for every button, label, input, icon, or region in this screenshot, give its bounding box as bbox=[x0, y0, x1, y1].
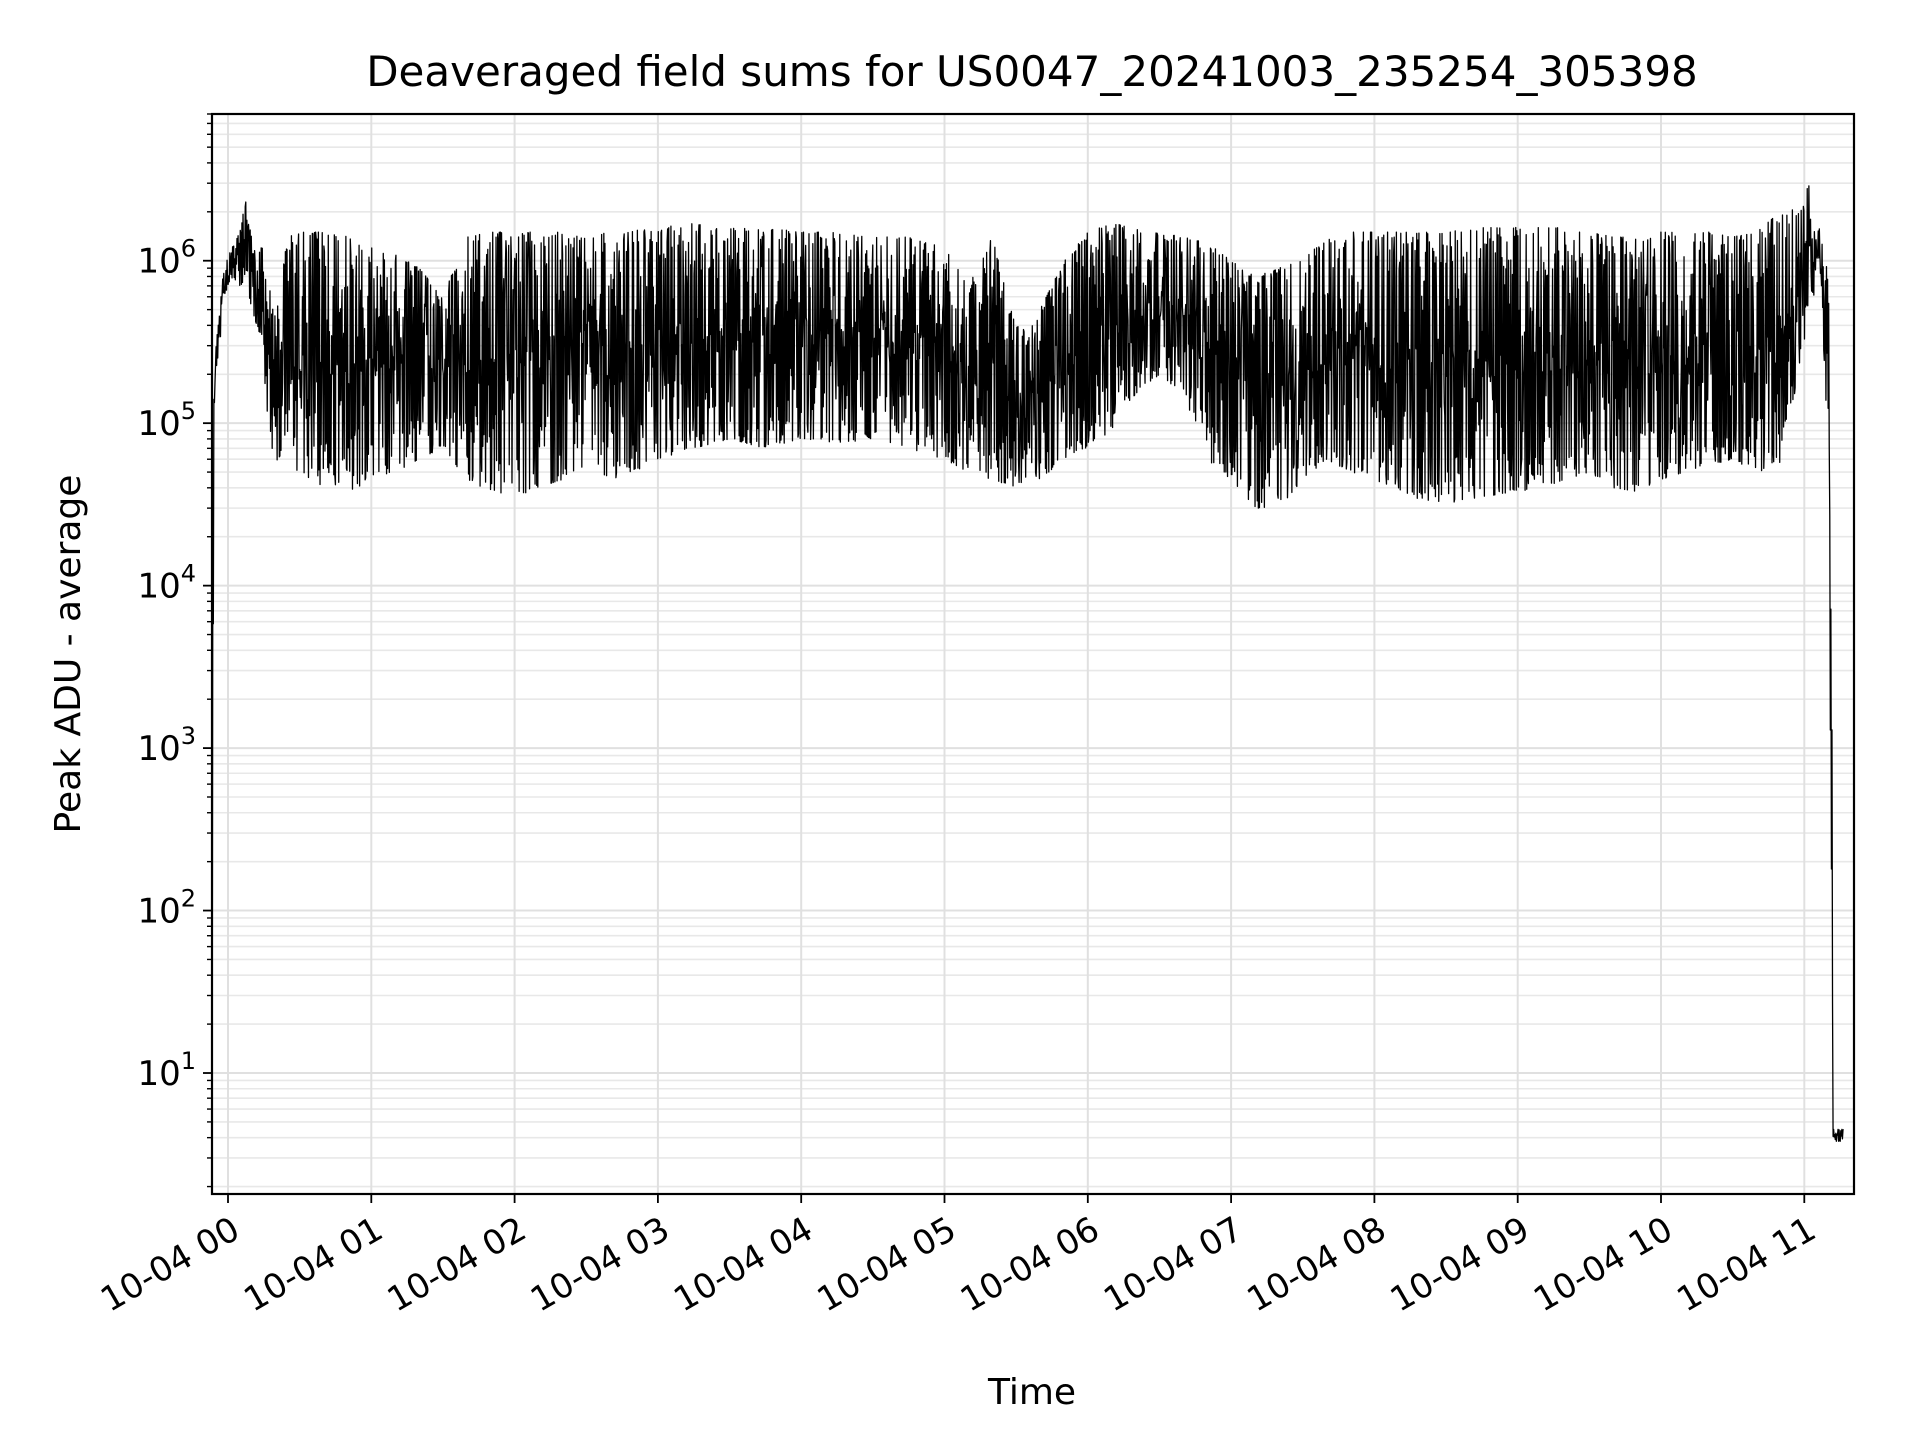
y-tick-label: 102 bbox=[137, 885, 196, 932]
y-tick-label: 104 bbox=[137, 560, 196, 607]
grid bbox=[212, 113, 1854, 1194]
y-tick-exponent: 5 bbox=[181, 397, 196, 425]
y-tick-base: 10 bbox=[137, 404, 180, 444]
y-tick-label: 103 bbox=[137, 722, 196, 769]
y-tick-base: 10 bbox=[137, 567, 180, 607]
y-tick-exponent: 3 bbox=[181, 722, 196, 750]
y-tick-base: 10 bbox=[137, 729, 180, 769]
y-tick-base: 10 bbox=[137, 242, 180, 282]
y-tick-base: 10 bbox=[137, 892, 180, 932]
series-line bbox=[211, 185, 1845, 1195]
series-layer bbox=[211, 185, 1845, 1195]
y-tick-label: 101 bbox=[137, 1047, 196, 1094]
y-tick-exponent: 1 bbox=[181, 1047, 196, 1075]
y-tick-exponent: 2 bbox=[181, 885, 196, 913]
chart-title: Deaveraged field sums for US0047_2024100… bbox=[366, 47, 1698, 96]
y-tick-exponent: 6 bbox=[181, 235, 196, 263]
x-axis-label: Time bbox=[987, 1372, 1076, 1413]
y-tick-base: 10 bbox=[137, 1054, 180, 1094]
y-tick-label: 105 bbox=[137, 397, 196, 444]
y-tick-exponent: 4 bbox=[181, 560, 196, 588]
y-axis-label: Peak ADU - average bbox=[48, 475, 89, 834]
plot-frame bbox=[210, 112, 1856, 1196]
y-tick-label: 106 bbox=[137, 235, 196, 282]
